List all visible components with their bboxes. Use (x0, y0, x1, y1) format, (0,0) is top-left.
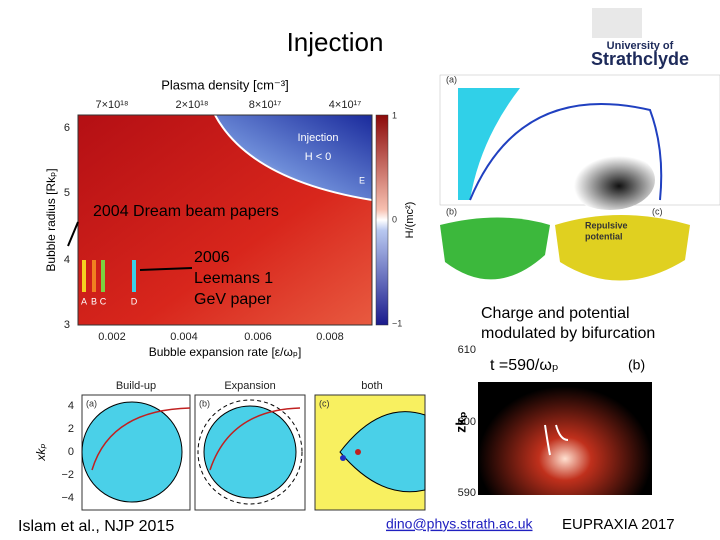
bubble (339, 411, 426, 493)
figure-title: Plasma density [cm⁻³] (161, 77, 289, 92)
arrow (544, 424, 569, 456)
marker-bar (132, 260, 136, 292)
panel-title: Expansion (224, 380, 275, 392)
panel-title: Build-up (116, 380, 156, 392)
y-tick-label: 5 (64, 187, 70, 199)
density-tick: 7×10¹⁸ (95, 99, 128, 111)
event-label: EUPRAXIA 2017 (562, 516, 675, 533)
y-tick-label: 4 (64, 254, 70, 266)
electron-marker (340, 455, 346, 461)
logo-text: Strathclyde (591, 49, 689, 69)
y-tick-label: 590 (458, 487, 476, 499)
panel-title: both (361, 380, 382, 392)
annotation: Charge and potential (481, 305, 630, 322)
y-tick-label: −4 (61, 492, 74, 504)
x-tick-label: 0.008 (316, 331, 344, 343)
marker-bar (101, 260, 105, 292)
annotation: modulated by bifurcation (481, 325, 655, 342)
panel-tag: (a) (86, 398, 97, 408)
citation: Islam et al., NJP 2015 (18, 518, 174, 535)
logo-text: University of (607, 40, 674, 52)
density-shading (565, 150, 655, 210)
x-axis-label: Bubble expansion rate [ε/ωₚ] (149, 345, 302, 359)
plot-frame (77, 114, 373, 326)
annotation: 2006 (194, 249, 230, 266)
panel-tag: (b) (628, 357, 645, 373)
panel-tag: (c) (652, 206, 663, 216)
arrow (139, 267, 193, 271)
density-tick: 4×10¹⁷ (329, 99, 361, 111)
y-axis-label: Bubble radius [Rkₚ] (44, 168, 58, 271)
potential-bowl (440, 217, 550, 280)
region-label: Injection (298, 132, 339, 144)
email-link[interactable]: dino@phys.strath.ac.uk (386, 516, 534, 532)
density-tick: 2×10¹⁸ (175, 99, 208, 111)
y-tick-label: 3 (64, 319, 70, 331)
y-tick-label: 600 (458, 416, 476, 428)
panel-tag: (b) (199, 398, 210, 408)
marker-bar (82, 260, 86, 292)
colorbar-tick: −1 (392, 318, 402, 328)
potential-label: Repulsive (585, 220, 628, 230)
y-axis-label: xkₚ (34, 443, 48, 461)
point-label: D (131, 296, 138, 306)
boundary-curve (214, 114, 373, 201)
annotation: 2004 Dream beam papers (93, 203, 279, 220)
point-label: C (100, 296, 107, 306)
x-tick-label: 0.004 (170, 331, 198, 343)
panel-tag: (c) (319, 398, 330, 408)
panel-tag: (a) (446, 74, 457, 84)
potential-bowl (555, 215, 690, 281)
y-tick-label: 0 (68, 446, 74, 458)
x-tick-label: 0.006 (244, 331, 272, 343)
colorbar-tick: 0 (392, 214, 397, 224)
logo-crest (592, 8, 642, 38)
point-label: A (81, 296, 87, 306)
annotation: GeV paper (194, 291, 272, 308)
colorbar-tick: 1 (392, 110, 397, 120)
y-tick-label: −2 (61, 469, 74, 481)
annotation: Leemans 1 (194, 270, 273, 287)
trajectory (91, 407, 191, 471)
region-condition: H < 0 (305, 151, 332, 163)
time-label: t =590/ωₚ (490, 357, 559, 374)
electron-marker (355, 449, 361, 455)
trajectory-curve (469, 103, 663, 201)
bubble-outline (197, 399, 303, 505)
slide-title: Injection (287, 27, 384, 57)
y-axis-label: zkₚ (453, 411, 469, 433)
y-tick-label: 4 (68, 400, 74, 412)
point-label: E (359, 175, 365, 185)
injection-region (215, 115, 372, 200)
cyan-region (458, 88, 520, 200)
point-label: B (91, 296, 97, 306)
bubble (203, 405, 297, 499)
density-tick: 8×10¹⁷ (249, 99, 281, 111)
label-box (478, 350, 652, 382)
panel-tag: (b) (446, 206, 457, 216)
y-tick-label: 2 (68, 423, 74, 435)
colorbar (375, 114, 389, 326)
bubble (81, 401, 183, 503)
y-tick-label: 6 (64, 122, 70, 134)
arrow (67, 221, 79, 247)
potential-label: potential (585, 231, 623, 241)
marker-bar (92, 260, 96, 292)
y-tick-label: 610 (458, 344, 476, 356)
trajectory (209, 407, 301, 471)
colorbar-label: H/(mc²) (404, 202, 416, 239)
x-tick-label: 0.002 (98, 331, 126, 343)
